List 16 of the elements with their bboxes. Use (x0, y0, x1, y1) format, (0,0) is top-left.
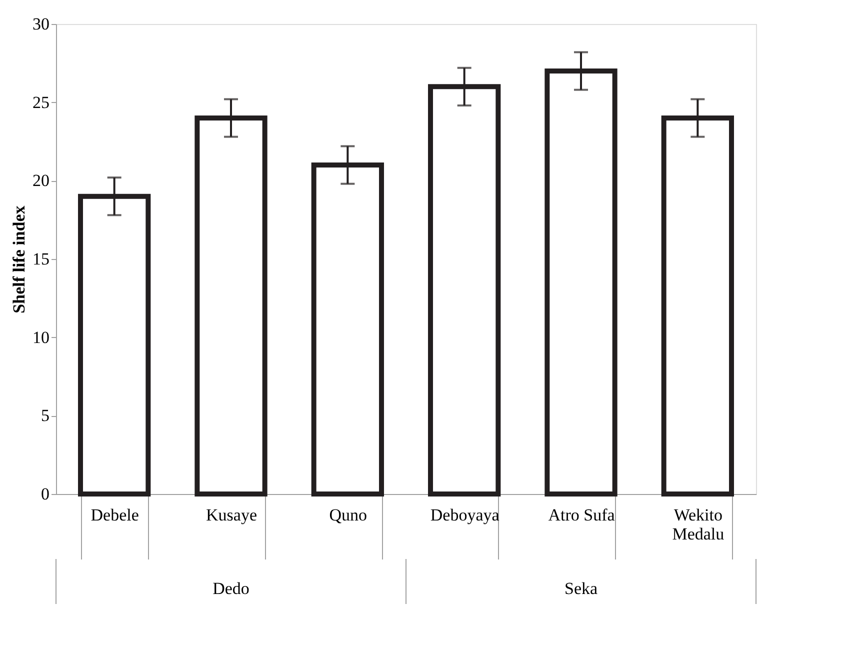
y-tick-label: 30 (32, 14, 50, 34)
x-tick-label: Debele (90, 506, 139, 524)
x-tick-label: Wekito Medalu (672, 506, 725, 544)
x-tick-label: Kusaye (206, 506, 257, 524)
y-tick-label: 25 (32, 92, 50, 112)
x-tick-label: Atro Sufa (548, 506, 616, 524)
x-tick-label: Quno (329, 506, 368, 524)
x-tick-label: Deboyaya (430, 506, 500, 524)
y-tick-label: 5 (41, 406, 50, 426)
y-tick-label: 0 (41, 484, 50, 504)
text: Dedo (212, 579, 250, 598)
y-tick-label: 10 (32, 328, 50, 347)
text: Seka (564, 579, 598, 598)
y-axis-title: Shelf life index (10, 205, 28, 314)
y-tick-label: 15 (32, 250, 50, 268)
y-tick-label: 20 (32, 171, 50, 190)
